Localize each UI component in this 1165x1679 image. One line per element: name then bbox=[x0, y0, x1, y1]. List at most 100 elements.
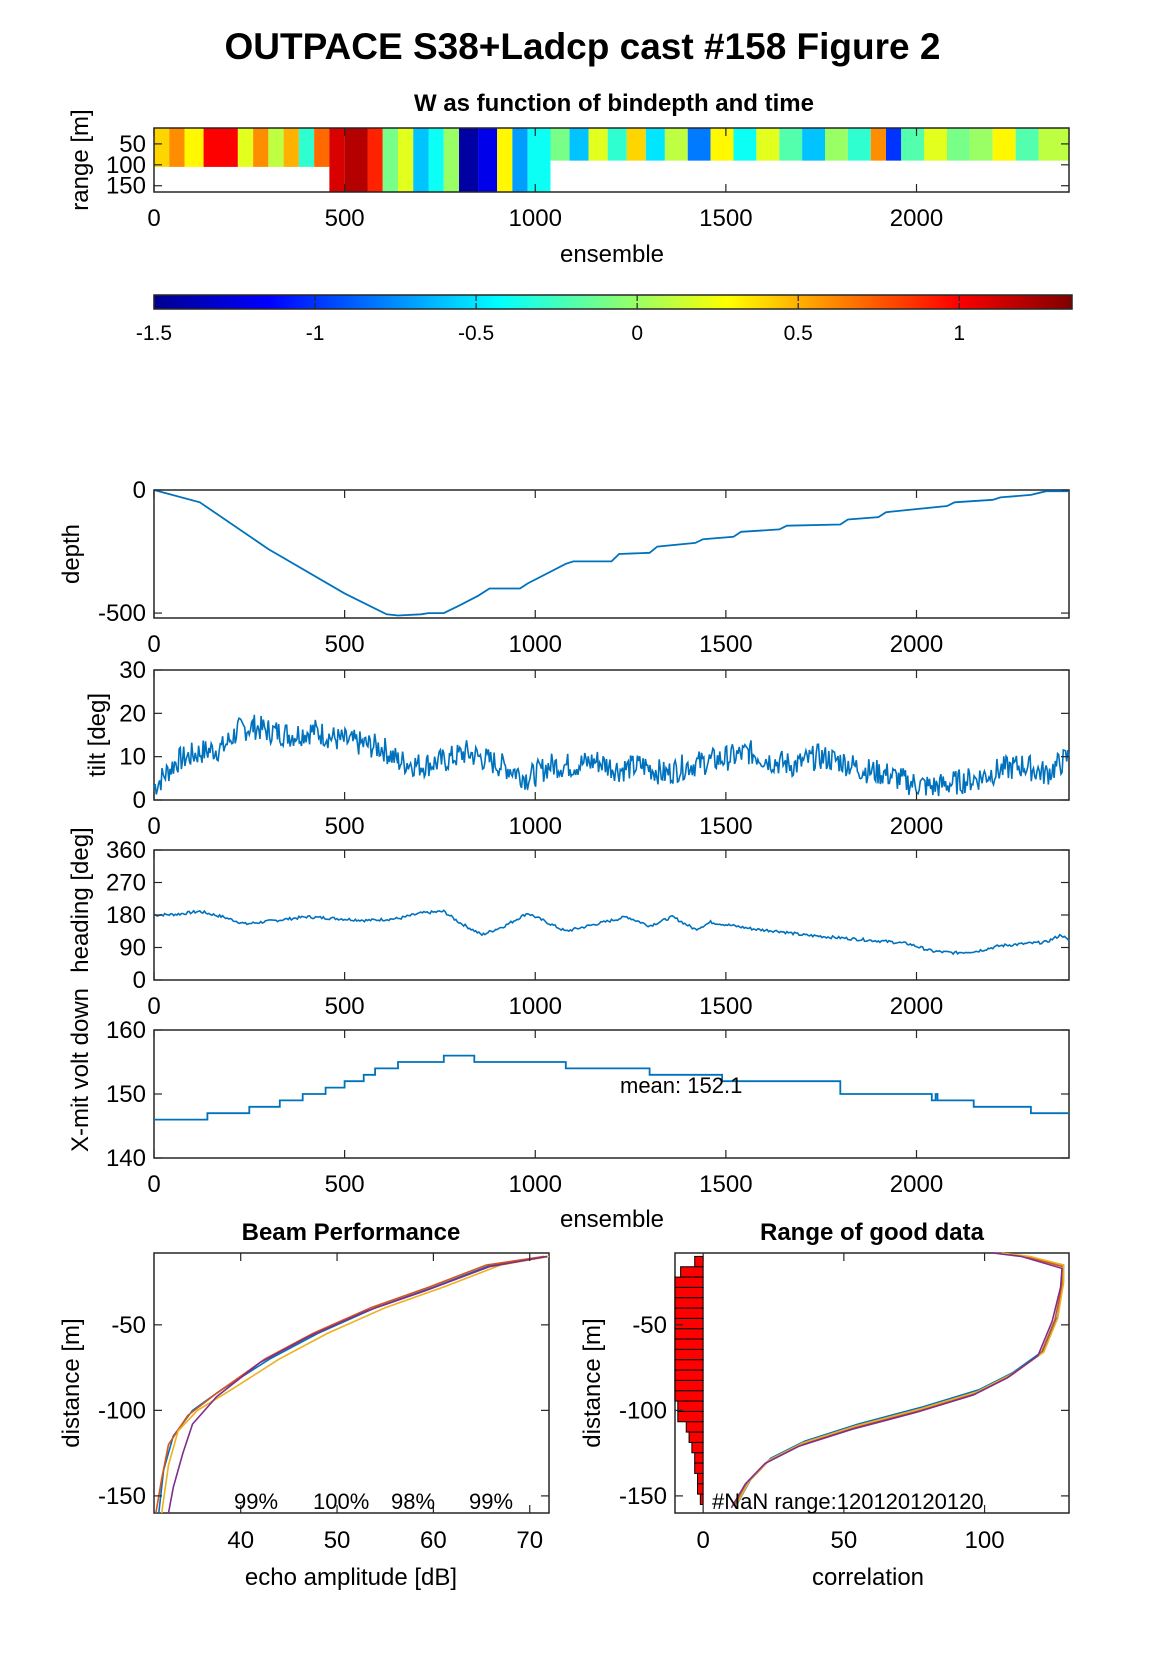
beam-series-line bbox=[160, 1255, 550, 1514]
w-cell bbox=[459, 128, 479, 192]
w-cell bbox=[428, 128, 444, 192]
w-cell bbox=[268, 128, 284, 167]
range-bar bbox=[688, 1431, 704, 1443]
colorbar-tick-label: 0 bbox=[631, 322, 643, 345]
w-ytick-label: 50 bbox=[119, 131, 146, 158]
w-cell bbox=[756, 128, 780, 161]
ts3-ytick-label: 0 bbox=[133, 967, 146, 994]
w-panel: W as function of bindepth and time 0 500 1… bbox=[67, 90, 1070, 268]
range-bar bbox=[680, 1266, 704, 1278]
tilt-series-line bbox=[153, 714, 1070, 797]
ts2-ytick-label: 0 bbox=[133, 787, 146, 814]
ts2-xtick-label: 2000 bbox=[890, 813, 943, 840]
range-bar bbox=[674, 1328, 704, 1340]
w-cell bbox=[569, 128, 589, 161]
depth-yticks: -500 0 bbox=[98, 477, 1069, 627]
range-bar bbox=[677, 1410, 704, 1423]
volt-mean-annotation: mean: 152.1 bbox=[620, 1073, 742, 1098]
w-cell bbox=[253, 128, 269, 167]
beam-yticks: -150 -100 -50 bbox=[98, 1312, 549, 1510]
w-cell bbox=[443, 128, 459, 192]
w-cell bbox=[886, 128, 902, 161]
beam-xtick-label: 40 bbox=[227, 1527, 254, 1554]
ts4-ytick-label: 160 bbox=[106, 1017, 146, 1044]
w-cell bbox=[870, 128, 886, 161]
range-bar bbox=[697, 1472, 704, 1485]
w-cell bbox=[645, 128, 665, 161]
volt-yticks: 140 150 160 bbox=[106, 1017, 1069, 1172]
w-cell bbox=[779, 128, 803, 161]
w-cell bbox=[847, 128, 871, 161]
beam-pct-1: 99% bbox=[234, 1489, 278, 1514]
w-cell bbox=[733, 128, 757, 161]
beam-xlabel: echo amplitude [dB] bbox=[245, 1564, 457, 1591]
volt-series-line bbox=[154, 1054, 1069, 1121]
w-cell bbox=[154, 128, 170, 167]
w-cell bbox=[169, 128, 185, 167]
w-cell bbox=[626, 128, 646, 161]
beam-xtick-label: 70 bbox=[516, 1527, 543, 1554]
w-cell bbox=[969, 128, 993, 161]
w-panel-title: W as function of bindepth and time bbox=[414, 90, 814, 117]
beam-pct-3: 98% bbox=[391, 1489, 435, 1514]
colorbar-strip bbox=[153, 294, 1073, 310]
ts2-ytick-label: 10 bbox=[119, 744, 146, 771]
w-cell bbox=[607, 128, 627, 161]
tilt-ylabel: tilt [deg] bbox=[84, 693, 111, 777]
ts1-ytick-label: -500 bbox=[98, 600, 146, 627]
w-cell bbox=[901, 128, 925, 161]
volt-ylabel: X-mit volt down bbox=[67, 988, 94, 1152]
range-bar bbox=[691, 1441, 704, 1454]
w-xtick-label: 1000 bbox=[509, 205, 562, 232]
ts4-xtick-label: 1000 bbox=[509, 1171, 562, 1198]
tilt-yticks: 0 10 20 30 bbox=[119, 657, 1069, 814]
range-bar bbox=[674, 1348, 704, 1361]
w-cell bbox=[825, 128, 848, 161]
ts4-xtick-label: 2000 bbox=[890, 1171, 943, 1198]
range-yticks: -150 -100 -50 bbox=[619, 1312, 1069, 1510]
range-bar bbox=[674, 1307, 704, 1319]
range-panel-title: Range of good data bbox=[760, 1219, 985, 1246]
heading-ylabel: heading [deg] bbox=[67, 827, 94, 972]
ts3-xtick-label: 0 bbox=[147, 993, 160, 1020]
beam-panel: Beam Performance 40 50 60 70 -150 -100 -50 99… bbox=[58, 1219, 550, 1591]
ts1-xtick-label: 1500 bbox=[699, 631, 752, 658]
beam-series-lines bbox=[155, 1255, 550, 1514]
ts4-xtick-label: 1500 bbox=[699, 1171, 752, 1198]
ts1-ytick-label: 0 bbox=[133, 477, 146, 504]
colorbar: -1.5 -1 -0.5 0 0.5 1 bbox=[136, 294, 1073, 345]
range-bar bbox=[685, 1421, 704, 1433]
w-cell bbox=[398, 128, 414, 192]
ts3-ytick-label: 90 bbox=[119, 935, 146, 962]
ts3-ytick-label: 180 bbox=[106, 902, 146, 929]
range-ytick-label: -50 bbox=[632, 1312, 667, 1339]
beam-xtick-label: 50 bbox=[324, 1527, 351, 1554]
ts1-xtick-label: 500 bbox=[325, 631, 365, 658]
beam-ylabel: distance [m] bbox=[58, 1318, 85, 1447]
tilt-xticks: 0 500 1000 1500 2000 bbox=[147, 670, 943, 840]
ts3-ytick-label: 360 bbox=[106, 837, 146, 864]
w-cell bbox=[283, 128, 299, 167]
colorbar-tick-label: -1.5 bbox=[136, 322, 172, 345]
heading-panel: 0 500 1000 1500 2000 0 90 180 270 360 heading [d… bbox=[67, 827, 1070, 1020]
w-cell bbox=[687, 128, 711, 161]
w-cell bbox=[367, 128, 383, 192]
w-cell bbox=[329, 128, 345, 192]
range-ytick-label: -150 bbox=[619, 1483, 667, 1510]
ts2-xtick-label: 500 bbox=[325, 813, 365, 840]
beam-panel-title: Beam Performance bbox=[242, 1219, 461, 1246]
range-ytick-label: -100 bbox=[619, 1397, 667, 1424]
w-xtick-label: 1500 bbox=[699, 205, 752, 232]
range-series-lines bbox=[730, 1252, 1065, 1509]
w-cell bbox=[1015, 128, 1039, 161]
w-heatmap-cells bbox=[154, 128, 1069, 192]
range-bar bbox=[674, 1286, 704, 1299]
w-cell bbox=[710, 128, 734, 161]
ts4-xtick-label: 500 bbox=[325, 1171, 365, 1198]
ts4-xtick-label: 0 bbox=[147, 1171, 160, 1198]
range-bar bbox=[674, 1276, 704, 1288]
ts4-ytick-label: 150 bbox=[106, 1081, 146, 1108]
